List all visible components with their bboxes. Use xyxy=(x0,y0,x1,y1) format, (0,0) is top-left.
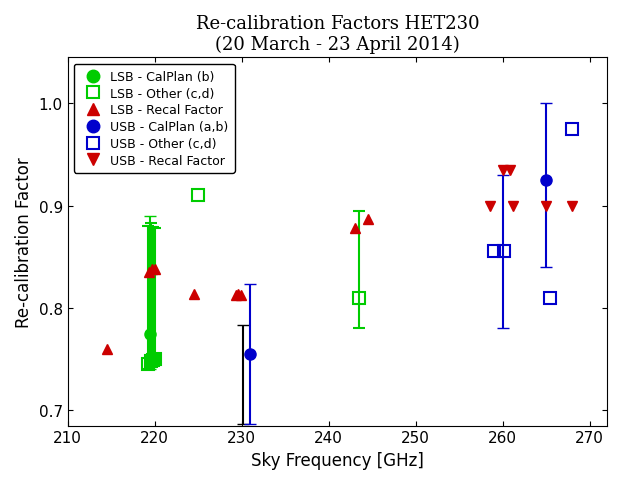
Legend: LSB - CalPlan (b), LSB - Other (c,d), LSB - Recal Factor, USB - CalPlan (a,b), U: LSB - CalPlan (b), LSB - Other (c,d), LS… xyxy=(74,64,234,174)
X-axis label: Sky Frequency [GHz]: Sky Frequency [GHz] xyxy=(251,451,424,469)
Title: Re-calibration Factors HET230
(20 March - 23 April 2014): Re-calibration Factors HET230 (20 March … xyxy=(195,15,479,54)
Y-axis label: Re-calibration Factor: Re-calibration Factor xyxy=(15,157,33,327)
